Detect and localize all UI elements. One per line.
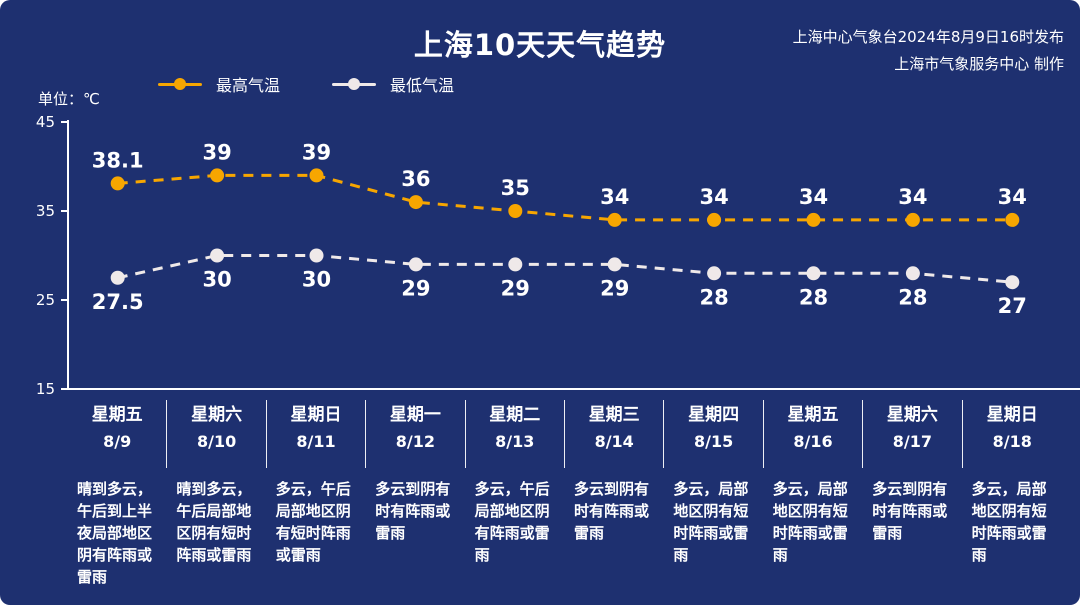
day-date-cell: 星期五 8/9 [68,400,168,468]
svg-text:27.5: 27.5 [92,290,144,314]
svg-text:39: 39 [202,140,231,164]
chart-legend: 最高气温 最低气温 [158,72,454,96]
svg-text:29: 29 [401,276,430,300]
weather-description: 晴到多云，午后局部地区阴有短时阵雨或雷雨 [176,480,252,564]
day-date-cell: 星期六 8/17 [863,400,963,468]
legend-label-low: 最低气温 [390,76,455,95]
svg-text:34: 34 [699,185,728,209]
source-line-1: 上海中心气象台2024年8月9日16时发布 [792,28,1064,46]
unit-label: 单位：℃ [38,90,100,108]
svg-text:38.1: 38.1 [92,148,144,172]
weekday-label: 星期四 [688,405,740,425]
weather-description: 多云，局部地区阴有短时阵雨或雷雨 [772,480,848,564]
forecast-table: 星期五 8/9 晴到多云，午后到上半夜局部地区阴有阵雨或雷雨 星期六 8/10 … [68,390,1062,588]
day-column: 星期五 8/9 晴到多云，午后到上半夜局部地区阴有阵雨或雷雨 [68,390,168,588]
day-column: 星期五 8/16 多云，局部地区阴有短时阵雨或雷雨 [764,390,864,588]
svg-text:25: 25 [36,291,55,309]
source-line-2: 上海市气象服务中心 制作 [894,55,1064,73]
weekday-label: 星期一 [389,405,441,425]
weekday-label: 星期五 [91,405,143,425]
weather-description: 多云到阴有时有阵雨或雷雨 [574,480,650,542]
svg-text:29: 29 [501,276,530,300]
day-column: 星期六 8/10 晴到多云，午后局部地区阴有短时阵雨或雷雨 [167,390,267,588]
day-date-cell: 星期日 8/11 [267,400,367,468]
svg-text:15: 15 [36,380,55,398]
legend-label-high: 最高气温 [216,76,281,95]
legend-item-high: 最高气温 [158,72,280,96]
weekday-label: 星期五 [787,405,839,425]
date-label: 8/15 [693,432,734,451]
day-date-cell: 星期五 8/16 [764,400,864,468]
date-label: 8/17 [892,432,933,451]
weekday-label: 星期日 [290,405,342,425]
svg-text:29: 29 [600,276,629,300]
date-label: 8/16 [793,432,833,451]
svg-text:45: 45 [36,113,55,131]
svg-text:35: 35 [36,202,55,220]
svg-text:28: 28 [799,285,828,309]
day-column: 星期日 8/18 多云，局部地区阴有短时阵雨或雷雨 [963,390,1062,588]
svg-text:28: 28 [898,285,927,309]
svg-text:30: 30 [202,268,231,292]
weekday-label: 星期六 [191,405,243,425]
svg-text:34: 34 [600,185,629,209]
day-date-cell: 星期四 8/15 [664,400,764,468]
date-label: 8/12 [395,432,436,451]
source-info: 上海中心气象台2024年8月9日16时发布 上海市气象服务中心 制作 [793,24,1064,78]
weather-description: 多云到阴有时有阵雨或雷雨 [872,480,948,542]
day-column: 星期三 8/14 多云到阴有时有阵雨或雷雨 [565,390,665,588]
date-label: 8/18 [992,432,1032,451]
high-temp-marker-icon [158,78,202,90]
weekday-label: 星期三 [588,405,640,425]
svg-text:34: 34 [998,185,1027,209]
svg-text:30: 30 [302,268,331,292]
svg-text:39: 39 [302,140,331,164]
day-column: 星期四 8/15 多云，局部地区阴有短时阵雨或雷雨 [664,390,764,588]
weather-description: 多云，午后局部地区阴有阵雨或雷雨 [474,480,550,564]
date-label: 8/9 [103,432,132,451]
page-title: 上海10天天气趋势 [413,28,667,62]
svg-text:28: 28 [699,285,728,309]
day-column: 星期日 8/11 多云，午后局部地区阴有短时阵雨或雷雨 [267,390,367,588]
svg-text:34: 34 [898,185,927,209]
weather-description: 多云，局部地区阴有短时阵雨或雷雨 [673,480,749,564]
date-label: 8/10 [196,432,237,451]
day-column: 星期二 8/13 多云，午后局部地区阴有阵雨或雷雨 [466,390,565,588]
legend-item-low: 最低气温 [332,72,454,96]
date-label: 8/11 [296,432,336,451]
weekday-label: 星期六 [886,405,938,425]
day-date-cell: 星期日 8/18 [963,400,1062,468]
low-temp-marker-icon [332,78,377,90]
weather-description: 多云，午后局部地区阴有短时阵雨或雷雨 [275,480,351,564]
weather-description: 晴到多云，午后到上半夜局部地区阴有阵雨或雷雨 [77,480,153,586]
day-column: 星期一 8/12 多云到阴有时有阵雨或雷雨 [366,390,466,588]
svg-text:34: 34 [799,185,828,209]
svg-text:36: 36 [401,167,430,191]
date-label: 8/14 [594,432,634,451]
day-date-cell: 星期三 8/14 [565,400,665,468]
svg-text:27: 27 [998,294,1027,318]
svg-text:35: 35 [501,176,530,200]
day-column: 星期六 8/17 多云到阴有时有阵雨或雷雨 [863,390,963,588]
weather-description: 多云，局部地区阴有短时阵雨或雷雨 [971,480,1047,564]
weather-description: 多云到阴有时有阵雨或雷雨 [375,480,451,542]
day-date-cell: 星期一 8/12 [366,400,466,468]
weekday-label: 星期二 [489,405,541,425]
day-date-cell: 星期六 8/10 [167,400,267,468]
day-date-cell: 星期二 8/13 [466,400,565,468]
date-label: 8/13 [495,432,535,451]
weekday-label: 星期日 [986,405,1038,425]
